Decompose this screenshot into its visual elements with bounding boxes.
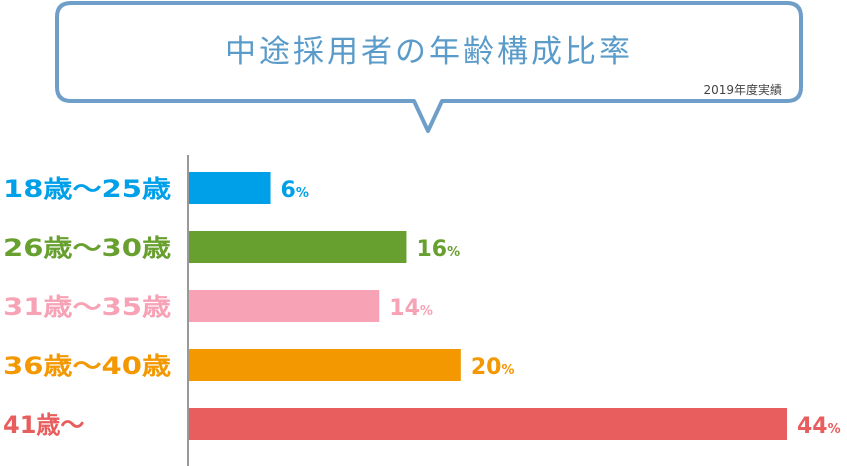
category-label: 18歳〜25歳	[3, 175, 171, 203]
value-label: 44%	[797, 414, 841, 439]
chart-subtitle: 2019年度実績	[703, 82, 782, 97]
value-label: 6%	[281, 178, 309, 203]
title-callout	[55, 1, 803, 133]
bars-group: 18歳〜25歳 6% 26歳〜30歳 16% 31歳〜35歳 14% 36歳〜40歳 20% 4…	[3, 172, 841, 440]
chart-title: 中途採用者の年齢構成比率	[225, 34, 633, 70]
value-label: 20%	[471, 355, 515, 380]
value-label: 16%	[416, 237, 460, 262]
bar	[189, 172, 271, 204]
bar	[189, 290, 380, 322]
category-label: 36歳〜40歳	[3, 352, 171, 380]
category-label: 31歳〜35歳	[3, 293, 171, 321]
bar	[189, 349, 461, 381]
bar	[189, 408, 787, 440]
bar	[189, 231, 407, 263]
category-label: 41歳〜	[3, 411, 84, 439]
category-label: 26歳〜30歳	[3, 234, 171, 262]
value-label: 14%	[389, 296, 433, 321]
